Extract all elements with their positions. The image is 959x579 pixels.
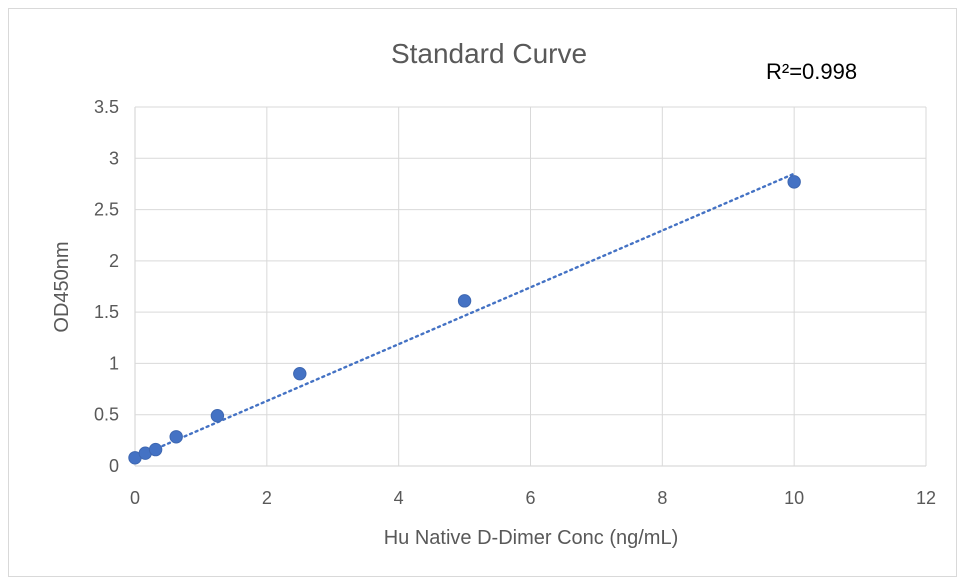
data-points — [129, 176, 801, 464]
data-point — [149, 443, 161, 455]
data-point — [294, 367, 306, 379]
x-tick-label: 6 — [525, 488, 535, 508]
data-point — [458, 295, 470, 307]
y-axis-label: OD450nm — [51, 241, 73, 332]
y-tick-label: 2.5 — [94, 200, 119, 220]
x-tick-label: 0 — [130, 488, 140, 508]
data-point — [170, 431, 182, 443]
y-tick-label: 2 — [109, 251, 119, 271]
data-point — [211, 410, 223, 422]
data-point — [788, 176, 800, 188]
x-axis-label: Hu Native D-Dimer Conc (ng/mL) — [384, 527, 679, 549]
y-tick-label: 3 — [109, 148, 119, 168]
r-squared-annotation: R²=0.998 — [766, 59, 857, 84]
y-tick-label: 1 — [109, 353, 119, 373]
y-tick-label: 0 — [109, 456, 119, 476]
chart-title: Standard Curve — [391, 38, 587, 69]
x-tick-label: 8 — [657, 488, 667, 508]
grid-lines — [135, 107, 926, 466]
x-tick-label: 12 — [916, 488, 936, 508]
x-tick-label: 4 — [394, 488, 404, 508]
y-tick-label: 1.5 — [94, 302, 119, 322]
y-tick-label: 0.5 — [94, 405, 119, 425]
x-tick-label: 10 — [784, 488, 804, 508]
x-tick-label: 2 — [262, 488, 272, 508]
y-tick-label: 3.5 — [94, 97, 119, 117]
